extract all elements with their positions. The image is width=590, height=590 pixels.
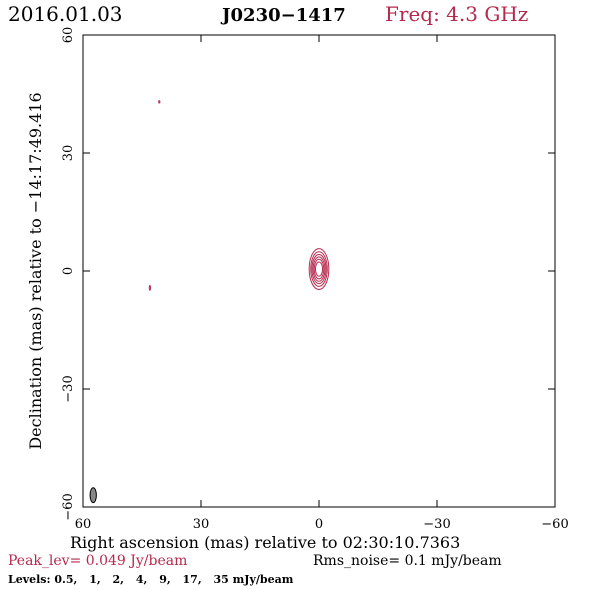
observation-date: 2016.01.03 <box>8 2 123 26</box>
contour-level-ring <box>310 251 328 287</box>
contour-levels: Levels: 0.5, 1, 2, 4, 9, 17, 35 mJy/beam <box>8 573 301 586</box>
x-tick-label: 60 <box>75 517 92 532</box>
levels-label: Levels: <box>8 573 51 586</box>
contour-level-ring <box>311 253 327 285</box>
frequency-label: Freq: 4.3 GHz <box>385 2 529 26</box>
contour-level-1: 1, <box>85 573 101 586</box>
x-axis-label: Right ascension (mas) relative to 02:30:… <box>70 533 461 552</box>
contour-level-2: 2, <box>108 573 125 586</box>
plot-frame <box>82 34 556 508</box>
source-contours <box>308 248 330 290</box>
contour-level-0: 0.5, <box>54 573 78 586</box>
y-tick-label: 30 <box>61 145 76 162</box>
contour-level-ring <box>314 261 324 277</box>
x-tick-label: 30 <box>193 517 210 532</box>
axis-tick-labels: 60 30 0 −30 −60 −60 −30 0 30 60 <box>61 27 569 532</box>
y-tick-label: 60 <box>61 27 76 44</box>
x-tick-label: 0 <box>315 517 323 532</box>
y-tick-label: −60 <box>61 493 76 520</box>
x-tick-label: −60 <box>541 517 568 532</box>
beam-ellipse <box>89 487 97 504</box>
contour-level-3: 4, <box>132 573 148 586</box>
contour-level-ring <box>308 248 330 290</box>
y-tick-label: −30 <box>61 375 76 402</box>
y-tick-label: 0 <box>61 267 76 275</box>
y-axis-label: Declination (mas) relative to −14:17:49.… <box>26 92 45 449</box>
minor-contour <box>158 100 161 104</box>
minor-contour <box>148 285 151 291</box>
levels-list: 0.5, 1, 2, 4, 9, 17, 35 mJy/beam <box>54 573 301 586</box>
contour-level-ring <box>312 256 326 282</box>
minor-features <box>148 100 161 291</box>
contour-level-ring <box>313 258 325 280</box>
x-tick-label: −30 <box>423 517 450 532</box>
contour-level-5: 17, <box>178 573 202 586</box>
contour-level-6: 35 mJy/beam <box>209 573 294 586</box>
contour-level-4: 9, <box>155 573 171 586</box>
peak-level: Peak_lev= 0.049 Jy/beam <box>8 553 188 569</box>
axis-ticks <box>82 34 556 508</box>
source-name: J0230−1417 <box>222 5 346 26</box>
rms-noise: Rms_noise= 0.1 mJy/beam <box>313 553 502 569</box>
